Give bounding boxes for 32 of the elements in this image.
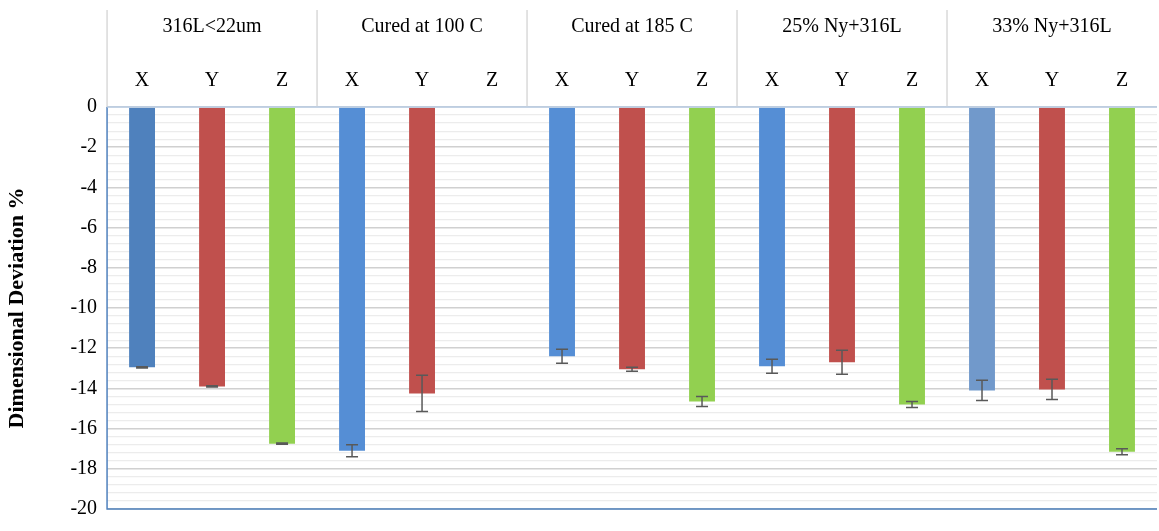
x-tick-label: X — [764, 68, 780, 91]
y-tick-label: 0 — [87, 94, 98, 117]
x-tick-label: X — [344, 68, 360, 91]
x-tick-label: X — [974, 68, 990, 91]
y-tick-label: -12 — [70, 335, 98, 358]
y-tick-label: -2 — [80, 134, 98, 157]
x-tick-label: Z — [905, 68, 919, 91]
x-tick-label: Y — [834, 68, 850, 91]
y-tick-label: -14 — [70, 375, 98, 398]
text: 33% Ny+316L — [992, 14, 1112, 38]
x-tick-label: Z — [1115, 68, 1129, 91]
x-tick-label: Y — [1044, 68, 1060, 91]
x-tick-label: X — [554, 68, 570, 91]
y-tick-label: -4 — [80, 174, 98, 197]
text: Cured at 185 C — [571, 14, 693, 37]
text: 316L<22um — [162, 14, 263, 37]
y-tick-label: -8 — [80, 255, 98, 278]
y-tick-label: -6 — [80, 214, 98, 237]
x-tick-label: Y — [414, 68, 430, 91]
x-tick-label: X — [134, 68, 150, 91]
y-tick-label: -10 — [70, 295, 98, 318]
y-tick-label: -18 — [70, 456, 98, 479]
text: Cured at 100 C — [361, 14, 483, 37]
y-tick-label: -20 — [70, 496, 98, 519]
x-tick-label: Z — [275, 68, 289, 91]
x-tick-label: Z — [695, 68, 709, 91]
x-tick-label: Y — [204, 68, 220, 91]
x-tick-label: Y — [624, 68, 640, 91]
y-axis-title: Dimensional Deviation % — [2, 187, 28, 429]
x-tick-label: Z — [485, 68, 499, 91]
text: 25% Ny+316L — [782, 14, 902, 38]
y-tick-label: -16 — [70, 415, 98, 438]
